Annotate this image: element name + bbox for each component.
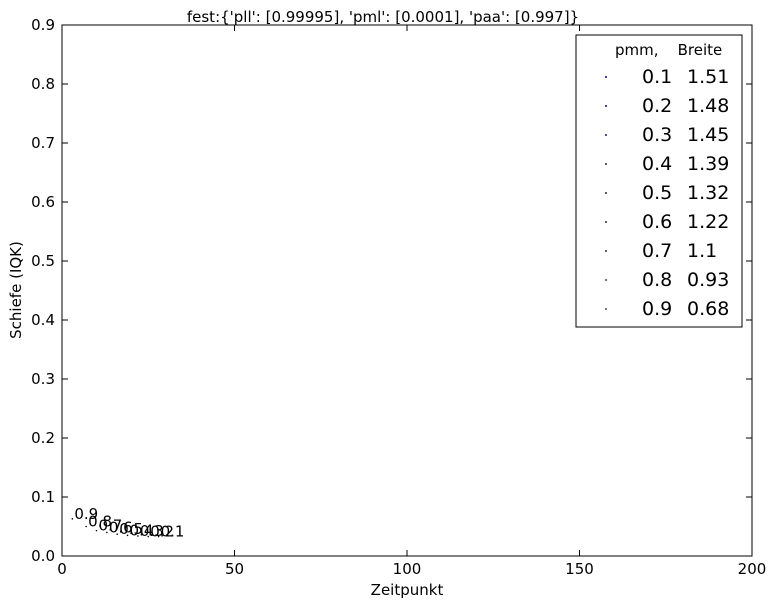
y-tick-label: 0.5 xyxy=(31,252,55,270)
data-point-label: 0.8 xyxy=(88,513,112,531)
data-point xyxy=(106,531,108,534)
legend-pmm: 0.4 xyxy=(642,153,672,175)
x-axis-label: Zeitpunkt xyxy=(371,581,444,599)
data-point xyxy=(116,533,118,535)
data-point-label: 0.5 xyxy=(119,520,143,538)
legend-frame xyxy=(575,34,743,328)
data-points: 0.90.80.70.60.50.40.30.20.1 xyxy=(71,505,185,541)
legend-pmm: 0.6 xyxy=(642,211,672,233)
chart-title: fest:{'pll': [0.99995], 'pml': [0.0001],… xyxy=(187,8,579,26)
data-point-label: 0.4 xyxy=(130,521,154,539)
legend-breite: 1.1 xyxy=(687,240,717,262)
y-tick-label: 0.0 xyxy=(31,547,55,565)
data-point xyxy=(95,529,98,532)
data-point xyxy=(71,518,74,520)
y-tick-label: 0.7 xyxy=(31,134,55,152)
legend-marker xyxy=(605,192,607,194)
legend-pmm: 0.3 xyxy=(642,124,672,146)
legend-breite: 1.39 xyxy=(687,153,729,175)
data-point xyxy=(147,535,150,538)
legend-breite: 0.93 xyxy=(687,269,729,291)
x-tick-label: 50 xyxy=(225,560,244,578)
x-tick-label: 150 xyxy=(565,560,594,578)
data-point-label: 0.1 xyxy=(161,523,185,541)
y-axis-label: Schiefe (IQK) xyxy=(7,241,25,339)
legend-breite: 0.68 xyxy=(687,298,729,320)
x-tick-label: 200 xyxy=(738,560,767,578)
legend-marker xyxy=(605,105,607,107)
legend-pmm: 0.8 xyxy=(642,269,672,291)
data-point-label: 0.7 xyxy=(99,517,123,535)
legend: pmm, Breite 0.1 1.51 0.2 1.48 0.3 1.45 0.4 1.39… xyxy=(575,34,743,328)
legend-pmm: 0.7 xyxy=(642,240,672,262)
x-tick-label: 0 xyxy=(57,560,67,578)
y-tick-label: 0.6 xyxy=(31,193,55,211)
legend-marker xyxy=(605,308,607,310)
data-point xyxy=(157,535,160,538)
x-axis-ticks: 0 50 100 150 200 xyxy=(57,25,766,578)
legend-breite: 1.48 xyxy=(687,95,729,117)
legend-marker xyxy=(605,163,607,165)
legend-marker xyxy=(605,279,607,281)
y-tick-label: 0.9 xyxy=(31,16,55,34)
y-tick-label: 0.8 xyxy=(31,75,55,93)
legend-marker xyxy=(605,76,607,78)
legend-marker xyxy=(605,221,607,223)
legend-breite: 1.32 xyxy=(687,182,729,204)
data-point xyxy=(85,525,87,528)
y-tick-label: 0.3 xyxy=(31,370,55,388)
y-axis-ticks: 0.00.10.20.30.40.50.60.70.80.9 xyxy=(31,16,752,565)
data-point xyxy=(126,534,129,537)
data-point-label: 0.9 xyxy=(74,505,98,523)
legend-entries: 0.1 1.51 0.2 1.48 0.3 1.45 0.4 1.39 0.5 1.32 0.6 1.… xyxy=(605,66,729,320)
legend-pmm: 0.9 xyxy=(642,298,672,320)
legend-marker xyxy=(605,250,607,252)
y-tick-label: 0.1 xyxy=(31,488,55,506)
data-point-label: 0.3 xyxy=(140,522,164,540)
data-point-label: 0.6 xyxy=(109,518,133,536)
data-point xyxy=(137,535,139,537)
data-point-label: 0.2 xyxy=(150,523,174,541)
legend-breite: 1.22 xyxy=(687,211,729,233)
legend-pmm: 0.5 xyxy=(642,182,672,204)
x-tick-label: 100 xyxy=(393,560,422,578)
legend-pmm: 0.1 xyxy=(642,66,672,88)
legend-marker xyxy=(605,134,607,136)
legend-breite: 1.51 xyxy=(687,66,729,88)
y-tick-label: 0.4 xyxy=(31,311,55,329)
y-tick-label: 0.2 xyxy=(31,429,55,447)
legend-pmm: 0.2 xyxy=(642,95,672,117)
legend-header: pmm, Breite xyxy=(615,41,722,59)
legend-breite: 1.45 xyxy=(687,124,729,146)
